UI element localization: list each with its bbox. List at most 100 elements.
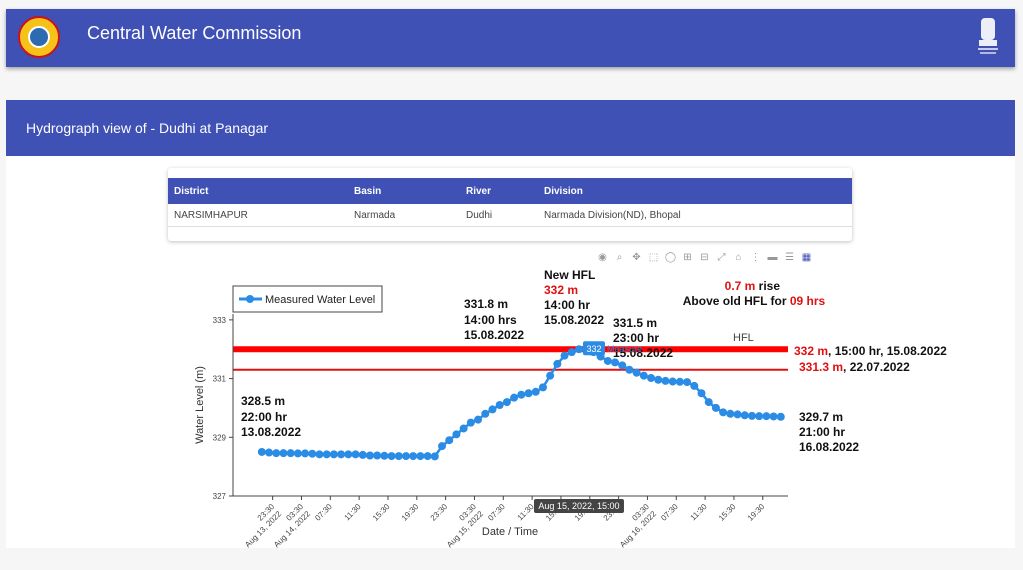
data-point[interactable] [337,450,346,459]
data-point[interactable] [416,452,425,461]
data-point[interactable] [726,409,735,418]
svg-text:11:30: 11:30 [689,502,709,522]
data-point[interactable] [538,383,547,392]
data-point[interactable] [452,430,461,439]
data-point[interactable] [762,412,771,421]
hover-series-label: Measure [607,344,642,354]
x-tick-label: 11:30 [689,502,709,522]
data-point[interactable] [322,450,331,459]
spike-lines-icon[interactable]: ⋮ [750,252,761,263]
data-point[interactable] [315,450,324,459]
data-point[interactable] [380,451,389,460]
data-point[interactable] [279,449,288,458]
svg-text:15:30: 15:30 [717,502,738,523]
data-point[interactable] [358,450,367,459]
data-point[interactable] [740,411,749,420]
data-point[interactable] [668,377,677,386]
data-point[interactable] [546,371,555,380]
data-point[interactable] [632,368,641,377]
data-point[interactable] [517,390,526,399]
data-point[interactable] [272,449,281,458]
data-point[interactable] [474,415,483,424]
data-point[interactable] [286,449,295,458]
data-point[interactable] [733,410,742,419]
data-point[interactable] [481,409,490,418]
data-point[interactable] [430,452,439,461]
data-point[interactable] [257,447,266,456]
zoom-in-icon[interactable]: ⊞ [683,252,692,263]
annotation-new-hfl: New HFL 332 m 14:00 hr 15.08.2022 [544,268,604,327]
data-point[interactable] [755,412,764,421]
data-point[interactable] [466,418,475,427]
data-point[interactable] [524,389,533,398]
data-point[interactable] [301,449,310,458]
pan-icon[interactable]: ✥ [632,252,641,263]
data-point[interactable] [574,345,583,354]
box-select-icon[interactable]: ⬚ [648,252,659,263]
data-point[interactable] [387,452,396,461]
data-point[interactable] [639,371,648,380]
data-point[interactable] [423,452,432,461]
data-point[interactable] [647,373,656,382]
y-tick-label: 333 [213,316,227,325]
data-point[interactable] [459,424,468,433]
data-point[interactable] [654,375,663,384]
data-point[interactable] [719,408,728,417]
plotly-logo-icon[interactable]: ▦ [801,252,812,263]
camera-icon[interactable]: ◉ [598,252,607,263]
autoscale-icon[interactable]: ⤢ [717,252,726,263]
data-point[interactable] [401,452,410,461]
data-point[interactable] [329,450,338,459]
data-point[interactable] [603,356,612,365]
hover-closest-icon[interactable]: ▬ [767,252,778,263]
data-point[interactable] [747,411,756,420]
data-point[interactable] [618,361,627,370]
data-point[interactable] [365,451,374,460]
data-point[interactable] [683,378,692,387]
data-point[interactable] [675,377,684,386]
svg-text:11:30: 11:30 [343,502,363,522]
hover-compare-icon[interactable]: ☰ [785,252,794,263]
x-tick-label: 11:30 [516,502,536,522]
data-point[interactable] [438,442,447,451]
national-emblem-icon [978,18,998,54]
data-point[interactable] [611,358,620,367]
svg-text:07:30: 07:30 [659,502,680,523]
data-point[interactable] [769,412,778,421]
app-title: Central Water Commission [87,23,302,43]
station-info-table: District Basin River Division NARSIMHAPU… [168,178,852,227]
data-point[interactable] [488,405,497,414]
cwc-logo-icon [18,16,60,58]
data-point[interactable] [567,348,576,357]
zoom-icon[interactable]: ⌕ [616,252,623,263]
zoom-out-icon[interactable]: ⊟ [700,252,709,263]
lasso-icon[interactable]: ◯ [664,252,677,263]
data-point[interactable] [690,381,699,390]
data-point[interactable] [293,449,302,458]
data-point[interactable] [394,452,403,461]
data-point[interactable] [495,401,504,409]
data-point[interactable] [711,403,720,412]
data-point[interactable] [373,451,382,460]
data-point[interactable] [445,436,454,445]
cell-district: NARSIMHAPUR [168,204,348,227]
data-point[interactable] [625,365,634,374]
data-point[interactable] [265,448,274,457]
x-tick-label: 23:30 [429,502,450,523]
data-point[interactable] [344,450,353,459]
data-point[interactable] [510,393,519,402]
data-point[interactable] [697,389,706,398]
reset-axes-icon[interactable]: ⌂ [735,252,742,263]
svg-text:332: 332 [586,344,601,354]
data-point[interactable] [502,398,511,407]
data-point[interactable] [351,450,360,459]
data-point[interactable] [553,359,562,368]
data-point[interactable] [776,412,785,421]
data-point[interactable] [661,376,670,385]
data-point[interactable] [560,351,569,360]
data-point[interactable] [704,398,713,407]
data-point[interactable] [531,387,540,396]
data-point[interactable] [308,449,317,458]
data-point[interactable] [409,452,418,461]
x-tick-label: 15:30 [717,502,738,523]
